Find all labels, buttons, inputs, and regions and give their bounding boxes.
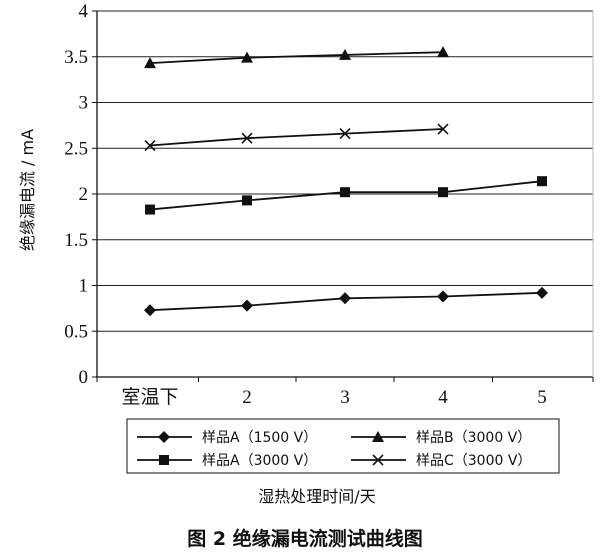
data-point: [241, 51, 253, 63]
data-point: [144, 57, 156, 69]
data-point: [437, 123, 449, 135]
series-x: [144, 123, 449, 152]
legend: 样品A（1500 V） 样品B（3000 V） 样品A（3000 V） 样品C（300…: [126, 418, 560, 474]
data-point: [145, 204, 155, 215]
data-point: [241, 132, 253, 144]
legend-marker: [372, 454, 384, 466]
x-tick-label: 4: [438, 387, 448, 408]
data-point: [340, 187, 350, 198]
series-line: [149, 51, 444, 65]
data-point: [339, 48, 351, 60]
data-point: [339, 128, 351, 140]
y-tick-label: 0: [79, 367, 89, 388]
legend-marker: [372, 431, 384, 442]
y-tick-label: 1: [79, 276, 89, 297]
axes: [92, 10, 594, 382]
y-tick-label: 2.5: [64, 138, 88, 159]
legend-marker: [158, 431, 170, 443]
data-point: [437, 290, 449, 303]
series-square: [145, 176, 547, 215]
legend-box: [126, 418, 560, 474]
legend-entry: 样品C（3000 V）: [351, 453, 531, 469]
legend-label: 样品B（3000 V）: [416, 430, 531, 446]
y-tick-label: 1.5: [64, 230, 88, 251]
y-tick-labels: 0 0.5 1 1.5 2 2.5 3 3.5 4: [64, 1, 88, 388]
legend-entry: 样品A（1500 V）: [137, 430, 317, 446]
data-point: [537, 176, 547, 187]
y-tick-label: 2: [79, 184, 89, 205]
x-tick-labels: 室温下 2 3 4 5: [121, 386, 546, 408]
y-tick-label: 4: [79, 1, 89, 22]
legend-label: 样品A（1500 V）: [202, 430, 317, 446]
legend-label: 样品C（3000 V）: [416, 453, 531, 469]
legend-entry: 样品A（3000 V）: [137, 453, 317, 469]
series-lines: [144, 46, 548, 317]
legend-entry: 样品B（3000 V）: [351, 430, 531, 446]
figure-caption: 图 2 绝缘漏电流测试曲线图: [187, 527, 422, 550]
y-tick-label: 3: [79, 93, 89, 114]
data-point: [242, 195, 252, 206]
x-tick-label: 2: [242, 387, 252, 408]
data-point: [144, 304, 156, 317]
y-tick-label: 3.5: [64, 47, 88, 68]
gridlines: [97, 10, 593, 332]
x-tick-label: 5: [537, 387, 547, 408]
data-point: [144, 139, 156, 152]
series-diamond: [144, 286, 548, 317]
data-point: [438, 187, 448, 198]
series-triangle: [144, 46, 449, 69]
legend-label: 样品A（3000 V）: [202, 453, 317, 469]
series-line: [149, 128, 444, 147]
y-axis-title: 绝缘漏电流 / mA: [18, 129, 37, 251]
data-point: [339, 292, 351, 305]
x-tick-label: 室温下: [121, 386, 178, 408]
x-tick-label: 3: [340, 387, 350, 408]
legend-marker: [159, 455, 169, 465]
y-tick-label: 0.5: [64, 321, 88, 342]
data-point: [536, 286, 548, 299]
data-point: [241, 299, 253, 312]
x-axis-title: 湿热处理时间/天: [258, 487, 375, 506]
data-point: [437, 46, 449, 58]
